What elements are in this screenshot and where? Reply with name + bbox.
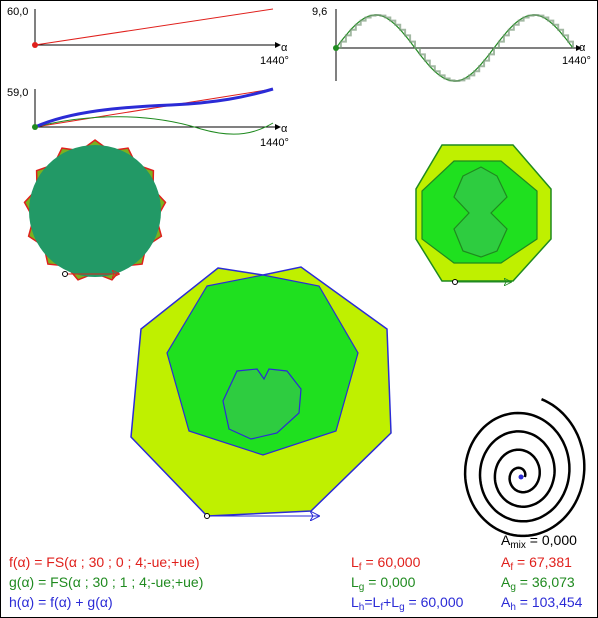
graph-g: 9,6 α 1440° <box>312 6 591 82</box>
area-g: Ag = 36,073 <box>501 574 575 593</box>
shape-h-inner <box>222 368 302 440</box>
graph-h-x-label: α <box>281 123 288 135</box>
shape-g-start-point <box>452 279 458 285</box>
area-f-value: = 67,381 <box>517 554 572 570</box>
graph-h-f-curve <box>34 88 274 128</box>
graph-h: 59,0 α 1440° <box>7 87 289 149</box>
shape-mix <box>463 398 586 538</box>
length-f-sub: f <box>358 562 362 573</box>
length-g-symbol: L <box>351 574 359 590</box>
length-g-value: = 0,000 <box>368 574 416 590</box>
length-h-eq: =L <box>364 594 381 610</box>
area-mix-value: = 0,000 <box>529 532 577 548</box>
area-h-value: = 103,454 <box>519 594 583 610</box>
area-f-sub: f <box>510 562 514 573</box>
graph-g-step-curve <box>336 14 574 82</box>
area-g-value: = 36,073 <box>519 574 575 590</box>
formula-g: g(α) = FS(α ; 30 ; 1 ; 4;-ue;+ue) <box>9 574 204 590</box>
graph-f-x-arrow-icon <box>275 42 281 48</box>
length-h-value: = 60,000 <box>408 594 464 610</box>
area-h: Ah = 103,454 <box>501 594 582 613</box>
graph-f-y-max: 60,0 <box>7 6 28 18</box>
shape-g-inner <box>453 166 508 258</box>
length-h-sub2: f <box>380 602 384 613</box>
shape-f-disc <box>29 145 161 277</box>
graph-f-point <box>32 42 38 48</box>
area-g-symbol: A <box>501 574 511 590</box>
area-mix-sub: mix <box>510 540 526 551</box>
graph-h-g-curve <box>34 116 274 135</box>
shape-h-middle <box>166 274 359 456</box>
graph-f: 60,0 α 1440° <box>7 6 289 67</box>
graph-g-x-max: 1440° <box>562 55 591 67</box>
graph-h-h-curve <box>34 87 274 129</box>
graph-f-x-max: 1440° <box>260 55 289 67</box>
graph-f-x-label: α <box>281 42 288 54</box>
graph-h-x-max: 1440° <box>260 137 289 149</box>
area-f-symbol: A <box>501 554 511 570</box>
area-g-sub: g <box>510 582 516 593</box>
graph-g-y-max: 9,6 <box>312 6 327 18</box>
shape-g <box>415 144 552 285</box>
length-h-sub: h <box>358 602 365 613</box>
length-h: Lh=Lf+Lg = 60,000 <box>351 594 463 613</box>
area-mix-symbol: A <box>501 532 511 548</box>
formula-h: h(α) = f(α) + g(α) <box>9 594 113 610</box>
area-h-symbol: A <box>501 594 511 610</box>
length-g-sub: g <box>358 582 365 593</box>
length-h-symbol: L <box>351 594 359 610</box>
area-mix: Amix = 0,000 <box>501 532 577 551</box>
shape-h <box>130 266 392 519</box>
shape-mix-spiral <box>463 398 586 538</box>
shape-f-start-point <box>62 271 68 277</box>
shape-mix-point <box>518 474 524 480</box>
graph-f-curve <box>34 8 274 46</box>
length-h-plus: +L <box>383 594 400 610</box>
graph-h-point <box>32 124 38 130</box>
graph-h-y-max: 59,0 <box>7 87 28 99</box>
length-f: Lf = 60,000 <box>351 554 420 573</box>
length-f-value: = 60,000 <box>365 554 421 570</box>
shape-h-start-point <box>204 513 210 519</box>
graph-g-point <box>333 45 339 51</box>
graph-g-x-arrow-icon <box>576 45 582 51</box>
graph-g-x-label: α <box>579 42 586 54</box>
graph-h-x-arrow-icon <box>275 124 281 130</box>
length-h-sub3: g <box>399 602 405 613</box>
length-g: Lg = 0,000 <box>351 574 415 593</box>
area-f: Af = 67,381 <box>501 554 572 573</box>
length-f-symbol: L <box>351 554 359 570</box>
formula-f: f(α) = FS(α ; 30 ; 0 ; 4;-ue;+ue) <box>9 554 200 570</box>
area-h-sub: h <box>510 602 516 613</box>
shape-f <box>23 139 167 281</box>
